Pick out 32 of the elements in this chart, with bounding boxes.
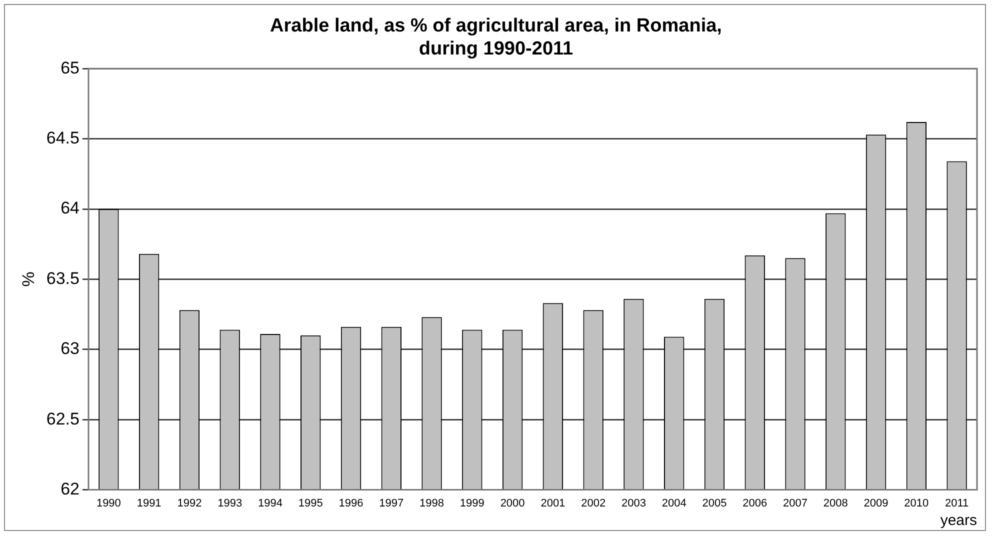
y-tick-label: 62.5 <box>46 409 80 428</box>
x-tick-label: 1992 <box>177 497 202 510</box>
x-axis-title: years <box>940 512 977 530</box>
x-tick-label: 2004 <box>662 497 686 510</box>
x-tick-label: 1998 <box>420 497 444 510</box>
x-tick-label: 1996 <box>338 497 364 510</box>
x-tick-label: 1993 <box>218 497 242 510</box>
y-tick-label: 62 <box>60 479 80 498</box>
x-tick-label: 1995 <box>298 497 323 510</box>
x-tick-label: 1990 <box>96 497 121 510</box>
x-tick-label: 1991 <box>136 497 162 510</box>
y-tick-label: 64 <box>60 198 80 218</box>
x-tick-label: 2003 <box>621 497 646 510</box>
x-tick-label: 2007 <box>783 497 808 510</box>
x-tick-label: 1999 <box>460 497 484 510</box>
x-tick-label: 2011 <box>944 497 969 510</box>
y-axis-title: % <box>18 272 38 287</box>
y-tick-label: 65 <box>60 58 80 78</box>
x-tick-label: 2000 <box>500 497 525 510</box>
y-tick-label: 63 <box>60 339 80 358</box>
y-tick-label: 63.5 <box>46 268 80 288</box>
y-tick-label: 64.5 <box>46 128 80 148</box>
x-tick-label: 1997 <box>379 497 404 510</box>
chart-title: Arable land, as % of agricultural area, in Romania, during 1990-2011 <box>270 16 722 60</box>
x-tick-label: 2001 <box>540 497 566 510</box>
x-tick-label: 2010 <box>904 497 929 510</box>
x-tick-label: 2006 <box>742 497 768 510</box>
x-tick-label: 2002 <box>581 497 606 510</box>
x-tick-label: 1994 <box>258 497 282 510</box>
x-tick-label: 2008 <box>823 497 848 510</box>
x-tick-label: 2009 <box>864 497 888 510</box>
x-tick-label: 2005 <box>702 497 727 510</box>
